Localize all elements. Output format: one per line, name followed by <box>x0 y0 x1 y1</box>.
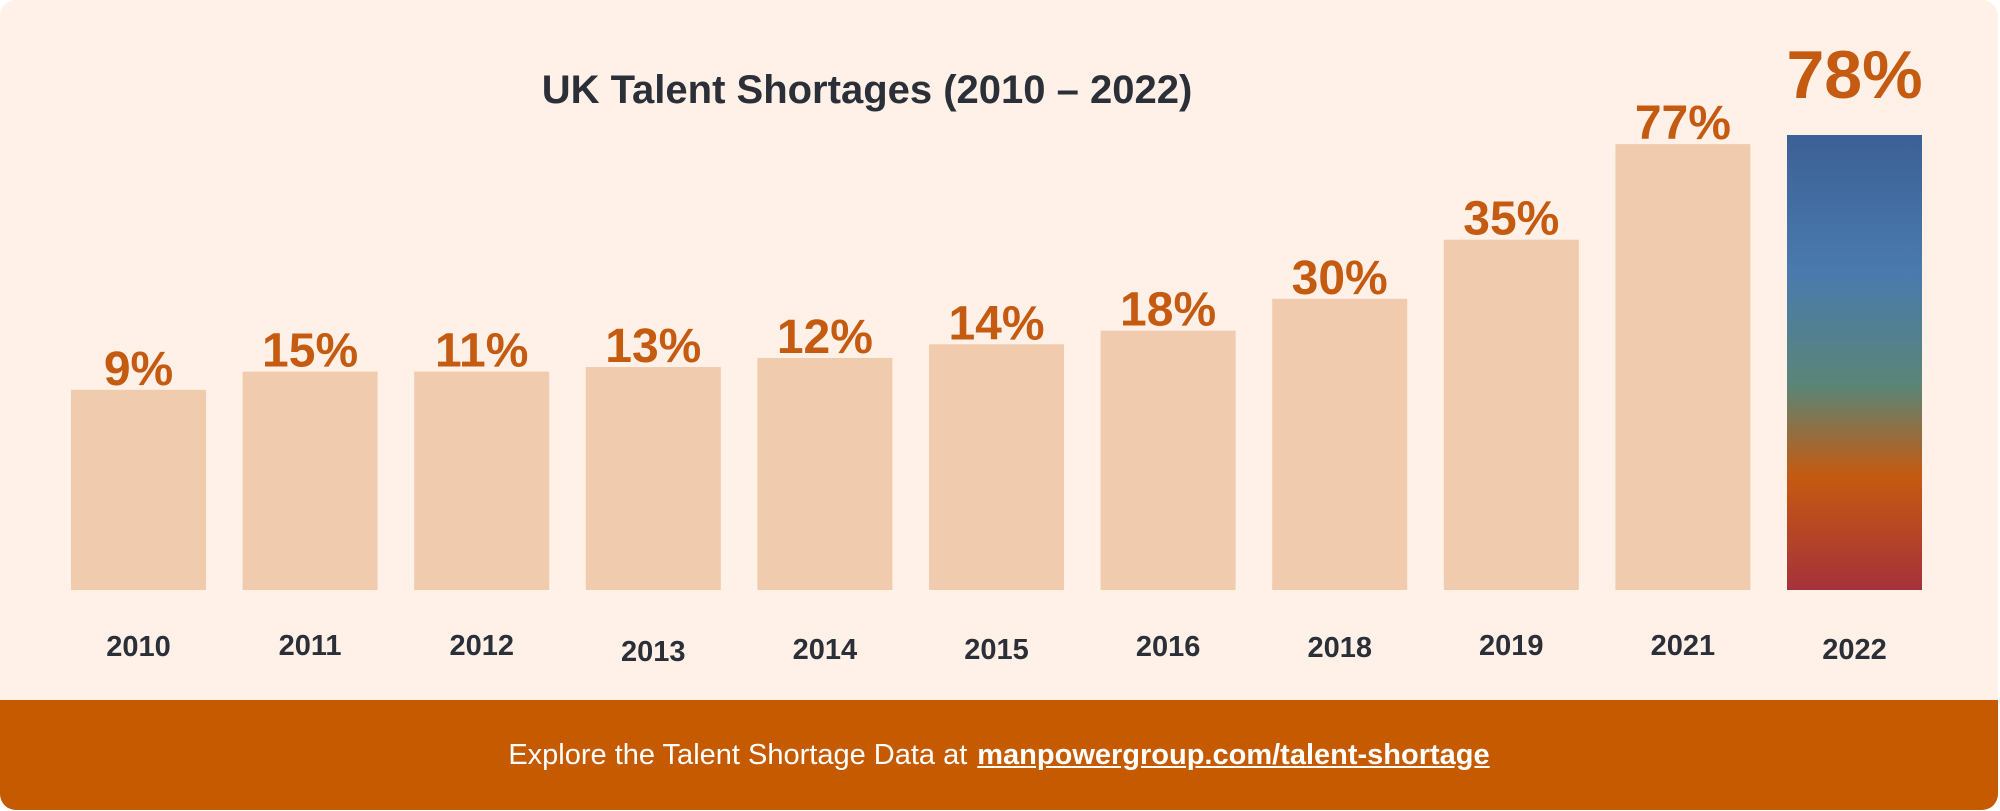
value-label-2011: 15% <box>262 325 358 378</box>
value-label-2010: 9% <box>104 343 173 396</box>
bar-2021 <box>1615 144 1751 590</box>
category-label-2021: 2021 <box>1651 630 1716 662</box>
category-label-2022: 2022 <box>1822 634 1887 666</box>
value-label-2012: 11% <box>435 325 528 378</box>
category-label-2010: 2010 <box>106 631 171 663</box>
category-label-2013: 2013 <box>621 636 686 668</box>
bar-2018 <box>1272 298 1408 590</box>
bar-2013 <box>585 367 721 590</box>
category-label-2019: 2019 <box>1479 630 1544 662</box>
chart-title: UK Talent Shortages (2010 – 2022) <box>542 68 1193 112</box>
category-label-2016: 2016 <box>1136 631 1201 663</box>
category-label-2018: 2018 <box>1307 632 1372 664</box>
value-label-2022: 78% <box>1786 37 1922 113</box>
bar-2012 <box>414 371 550 590</box>
value-label-2018: 30% <box>1292 252 1388 305</box>
value-label-2013: 13% <box>605 320 701 373</box>
bar-2016 <box>1100 330 1236 590</box>
category-label-2015: 2015 <box>964 634 1029 666</box>
bar-2019 <box>1443 239 1579 590</box>
bar-2011 <box>242 371 378 590</box>
footer-text: Explore the Talent Shortage Data at <box>508 738 968 771</box>
category-label-2014: 2014 <box>793 634 858 666</box>
talent-shortage-link[interactable]: manpowergroup.com/talent-shortage <box>977 738 1490 771</box>
value-label-2016: 18% <box>1120 284 1216 337</box>
category-label-2011: 2011 <box>279 630 342 662</box>
value-label-2021: 77% <box>1635 97 1731 150</box>
bar-chart: UK Talent Shortages (2010 – 2022) 9% 15% 1… <box>71 37 1923 668</box>
value-label-2014: 12% <box>777 311 873 364</box>
bar-2015 <box>929 344 1064 590</box>
bar-2010 <box>71 389 206 590</box>
value-label-2015: 14% <box>948 297 1044 350</box>
value-label-2019: 35% <box>1463 193 1559 246</box>
bar-2022 <box>1787 135 1922 590</box>
bar-2014 <box>757 357 893 590</box>
footer-banner: Explore the Talent Shortage Data at manp… <box>0 700 1998 810</box>
category-label-2012: 2012 <box>449 630 514 662</box>
